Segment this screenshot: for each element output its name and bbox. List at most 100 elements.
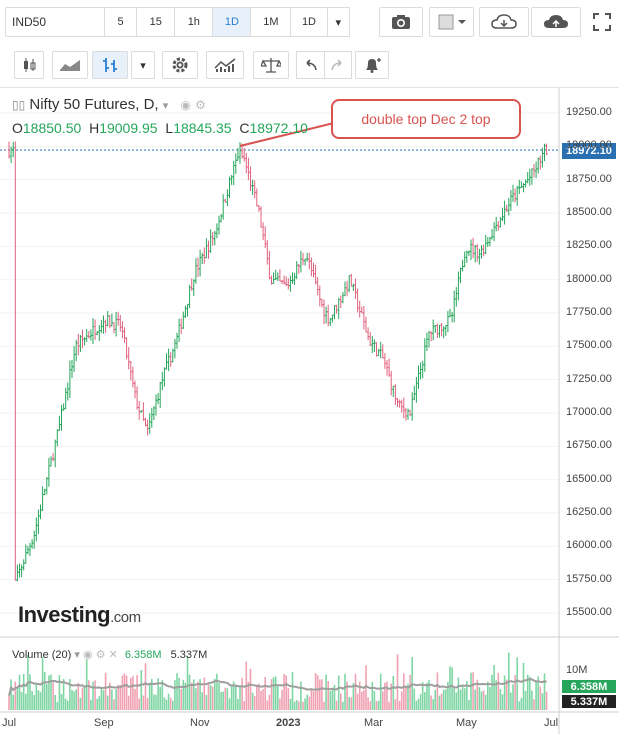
volume-bar xyxy=(90,699,92,710)
volume-bar xyxy=(209,685,212,710)
gear-icon[interactable]: ⚙ xyxy=(95,649,106,661)
volume-bar xyxy=(373,690,376,710)
volume-bar xyxy=(440,693,443,710)
volume-bar xyxy=(79,697,82,710)
volume-bar xyxy=(125,675,128,710)
volume-bar xyxy=(480,691,483,710)
interval-5[interactable]: 5 xyxy=(105,8,138,36)
alert-button[interactable] xyxy=(355,51,389,79)
volume-bar xyxy=(167,693,170,710)
symbol-label: IND50 xyxy=(12,15,47,29)
load-button[interactable] xyxy=(479,7,529,37)
bar-chart-icon xyxy=(103,58,117,72)
undo-button[interactable] xyxy=(297,52,325,78)
interval-dropdown-button[interactable]: ▾ xyxy=(328,8,349,36)
volume-bar xyxy=(117,684,119,710)
compare-button[interactable] xyxy=(253,51,289,79)
chart-type-dropdown[interactable]: ▾ xyxy=(131,51,155,79)
eye-icon[interactable]: ◉ xyxy=(180,98,191,112)
settings-button[interactable] xyxy=(162,51,198,79)
volume-bar xyxy=(111,689,113,710)
save-button[interactable] xyxy=(531,7,581,37)
interval-1h[interactable]: 1h xyxy=(175,8,214,36)
volume-bar xyxy=(382,691,384,710)
chart-toolbar: ▾ xyxy=(0,44,619,88)
eye-icon[interactable]: ◉ xyxy=(82,649,93,661)
volume-bar xyxy=(43,672,46,710)
watermark-brand: Investing xyxy=(18,602,111,627)
volume-moving-average xyxy=(8,678,547,696)
volume-bar xyxy=(304,698,306,710)
price-chart[interactable] xyxy=(0,88,619,734)
volume-bar xyxy=(474,689,476,710)
volume-bar xyxy=(205,695,208,710)
annotation-callout[interactable]: double top Dec 2 top xyxy=(331,99,521,139)
indicators-button[interactable] xyxy=(206,51,244,79)
volume-bar xyxy=(405,685,407,710)
volume-bar xyxy=(512,684,514,710)
screenshot-button[interactable] xyxy=(379,7,423,37)
interval-1d[interactable]: 1D xyxy=(213,8,252,36)
interval-1m[interactable]: 1M xyxy=(251,8,292,36)
interval-15[interactable]: 15 xyxy=(137,8,176,36)
volume-bar xyxy=(232,681,235,710)
volume-bar xyxy=(132,675,134,710)
volume-bar xyxy=(434,689,437,710)
color-picker-button[interactable] xyxy=(429,7,474,37)
volume-bar xyxy=(394,699,397,710)
volume-bar xyxy=(377,700,380,710)
chevron-down-icon[interactable]: ▾ xyxy=(74,649,80,661)
volume-bar xyxy=(88,680,90,710)
volume-bar xyxy=(260,690,262,710)
bar-chart-button[interactable] xyxy=(92,51,128,79)
symbol-input[interactable]: IND50 xyxy=(5,7,105,37)
legend-bar-icon: ▯▯ xyxy=(12,98,26,112)
gear-icon[interactable]: ⚙ xyxy=(195,98,206,112)
fullscreen-button[interactable] xyxy=(588,7,616,37)
interval-dropdown-value[interactable]: 1D xyxy=(291,8,328,36)
y-tick-label: 19000.00 xyxy=(566,139,612,152)
volume-bar xyxy=(285,675,287,710)
redo-button[interactable] xyxy=(325,52,352,78)
volume-bar xyxy=(369,701,371,710)
y-tick-label: 17250.00 xyxy=(566,372,612,385)
volume-bar xyxy=(361,691,363,710)
close-icon[interactable]: ✕ xyxy=(108,649,118,661)
volume-bar xyxy=(363,689,365,710)
chevron-down-icon[interactable]: ▾ xyxy=(162,100,169,112)
volume-bar xyxy=(354,673,357,710)
volume-bar xyxy=(545,691,548,710)
area-chart-button[interactable] xyxy=(52,51,88,79)
open-label: O xyxy=(12,120,23,136)
scales-icon xyxy=(261,58,281,73)
ohlc-bar xyxy=(545,143,548,156)
volume-bar xyxy=(428,680,430,710)
candlestick-button[interactable] xyxy=(14,51,44,79)
x-tick-label: Jul xyxy=(544,717,559,729)
volume-bar xyxy=(62,678,65,710)
volume-bar xyxy=(33,695,35,710)
volume-bar xyxy=(77,683,80,710)
volume-bar xyxy=(289,698,292,710)
volume-bar xyxy=(491,674,493,710)
volume-value-1: 6.358M xyxy=(124,649,162,661)
volume-bar xyxy=(104,672,107,710)
volume-bar xyxy=(109,682,111,710)
volume-bar xyxy=(308,696,311,710)
volume-bar xyxy=(277,686,279,710)
redo-icon xyxy=(330,59,342,71)
volume-bar xyxy=(510,692,512,710)
y-tick-label: 16250.00 xyxy=(566,506,612,518)
volume-bar xyxy=(102,690,105,710)
volume-bar xyxy=(241,677,243,710)
y-tick-label: 16750.00 xyxy=(566,439,612,452)
volume-bar xyxy=(67,700,69,710)
volume-bar xyxy=(323,701,325,710)
volume-bar xyxy=(266,700,269,710)
volume-bar xyxy=(52,679,54,710)
volume-bar xyxy=(214,678,216,710)
callout-pointer xyxy=(239,121,339,147)
volume-bar xyxy=(350,697,353,710)
volume-bar xyxy=(230,684,233,710)
x-tick-label: Mar xyxy=(364,717,383,729)
